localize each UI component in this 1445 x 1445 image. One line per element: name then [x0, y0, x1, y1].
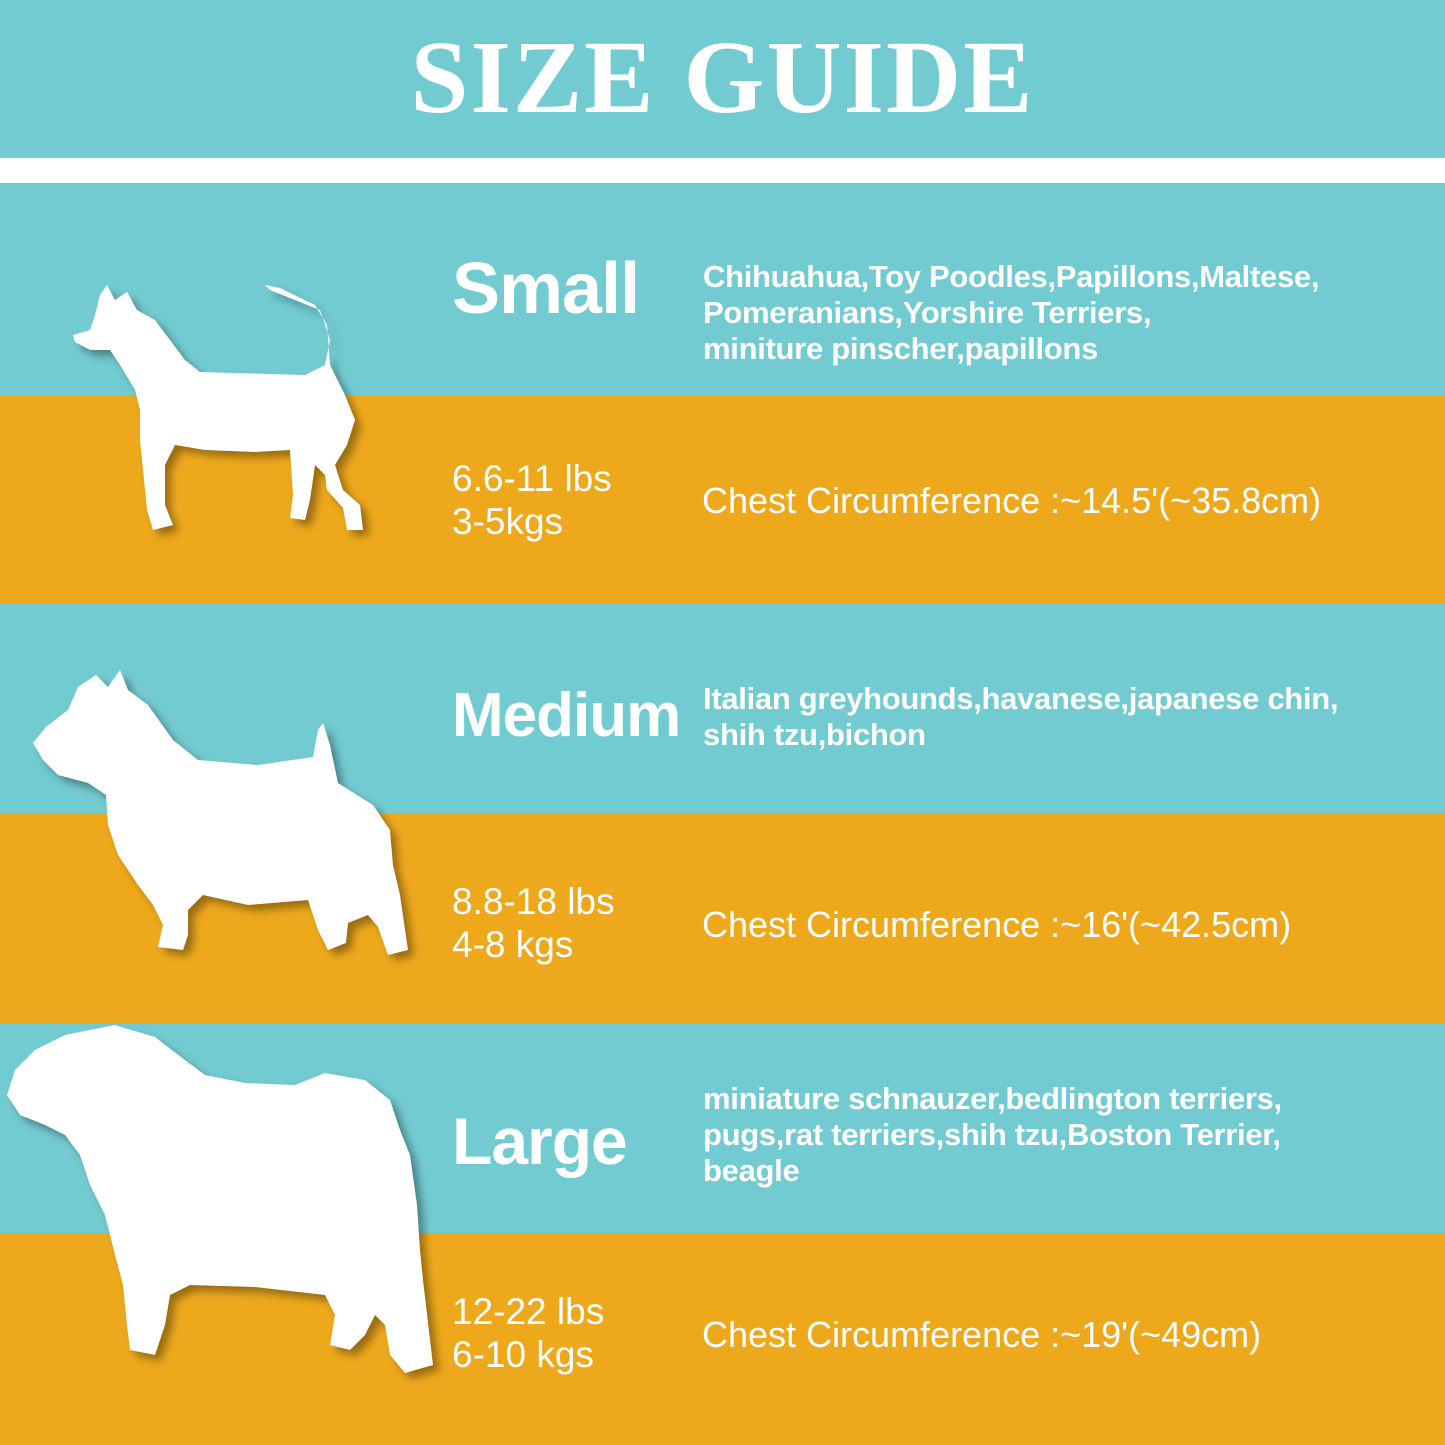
weight-kgs: 4-8 kgs	[452, 924, 574, 965]
breed-line: shih tzu,bichon	[703, 717, 926, 752]
small-breeds-list: Chihuahua,Toy Poodles,Papillons,Maltese,…	[703, 259, 1319, 367]
weight-kgs: 3-5kgs	[452, 501, 564, 542]
medium-dog-silhouette-icon	[33, 670, 408, 955]
small-chest-circumference: Chest Circumference :~14.5'(~35.8cm)	[702, 480, 1322, 521]
size-label-small: Small	[452, 249, 640, 329]
weight-lbs: 12-22 lbs	[452, 1291, 605, 1332]
breed-line: Chihuahua,Toy Poodles,Papillons,Maltese,	[703, 259, 1320, 294]
breed-line: Pomeranians,Yorshire Terriers,	[703, 295, 1152, 330]
large-chest-circumference: Chest Circumference :~19'(~49cm)	[702, 1314, 1262, 1355]
breed-line: pugs,rat terriers,shih tzu,Boston Terrie…	[703, 1117, 1281, 1152]
medium-breeds-list: Italian greyhounds,havanese,japanese chi…	[703, 681, 1338, 753]
large-breeds-list: miniature schnauzer,bedlington terriers,…	[703, 1081, 1282, 1189]
breed-line: miniature schnauzer,bedlington terriers,	[703, 1081, 1282, 1116]
small-breeds-band	[0, 183, 1445, 395]
breed-line: miniture pinscher,papillons	[703, 331, 1098, 366]
medium-weight: 8.8-18 lbs 4-8 kgs	[452, 880, 615, 966]
size-label-large: Large	[452, 1104, 628, 1178]
size-label-medium: Medium	[452, 681, 681, 750]
divider	[0, 158, 1445, 183]
small-dog-silhouette-icon	[73, 285, 363, 530]
weight-lbs: 8.8-18 lbs	[452, 881, 615, 922]
breed-line: beagle	[703, 1153, 800, 1188]
weight-lbs: 6.6-11 lbs	[452, 458, 612, 499]
page-title: SIZE GUIDE	[410, 20, 1035, 135]
large-dog-silhouette-icon	[7, 1025, 433, 1373]
header-band	[0, 0, 1445, 158]
weight-kgs: 6-10 kgs	[452, 1334, 594, 1375]
breed-line: Italian greyhounds,havanese,japanese chi…	[703, 681, 1339, 716]
small-weight: 6.6-11 lbs 3-5kgs	[452, 457, 612, 543]
medium-chest-circumference: Chest Circumference :~16'(~42.5cm)	[702, 904, 1292, 945]
large-weight: 12-22 lbs 6-10 kgs	[452, 1290, 604, 1376]
